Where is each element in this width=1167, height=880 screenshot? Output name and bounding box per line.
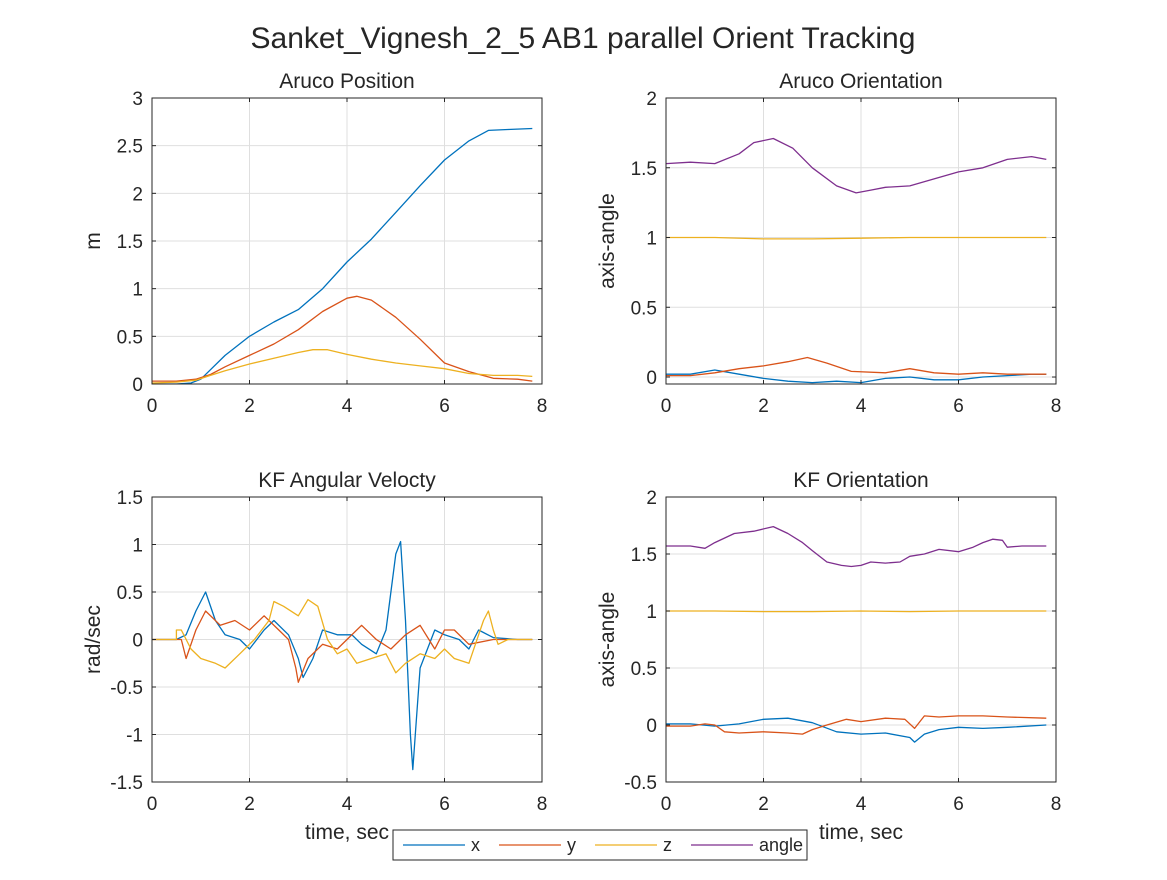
y-axis-label: axis-angle: [596, 592, 619, 688]
series-line-y: [666, 715, 1047, 735]
y-tick-label: 1: [646, 229, 657, 250]
legend-label: y: [567, 835, 576, 855]
subplot-3: 0 2 4 6 8 -1.5 -1 -0.5 0 0.5 1 1.5 KF Angular Veloct…: [82, 469, 547, 844]
x-tick-label: 2: [758, 396, 769, 417]
y-tick-label: -0.5: [624, 773, 657, 794]
series-group: [152, 540, 533, 771]
legend-entry-y: y: [499, 835, 576, 855]
y-tick-label: 1.5: [631, 159, 657, 180]
y-tick-label: 0: [646, 368, 657, 389]
series-group: [152, 127, 533, 384]
legend-label: angle: [759, 835, 803, 855]
y-tick-label: 1.5: [117, 488, 143, 509]
series-line-y: [152, 610, 533, 683]
y-tick-label: 0: [132, 375, 143, 396]
x-axis-label: time, sec: [305, 821, 389, 844]
y-tick-label: 1.5: [117, 232, 143, 253]
subplot-2: 0 2 4 6 8 0 0.5 1 1.5 2 Aruco Orientation axis-angl…: [596, 70, 1061, 417]
series-line-y: [666, 356, 1047, 377]
y-tick-label: 1: [646, 602, 657, 623]
x-tick-label: 4: [342, 794, 353, 815]
legend-label: z: [663, 835, 672, 855]
series-line-z: [152, 598, 533, 674]
x-tick-label: 4: [856, 794, 867, 815]
y-axis-label: rad/sec: [82, 605, 105, 674]
y-tick-label: -0.5: [110, 678, 143, 699]
y-axis-label: axis-angle: [596, 193, 619, 289]
x-tick-label: 4: [342, 396, 353, 417]
x-tick-label: 2: [244, 396, 255, 417]
legend-label: x: [471, 835, 480, 855]
series-line-angle: [666, 137, 1047, 194]
legend-entry-x: x: [403, 835, 480, 855]
y-tick-label: -1: [126, 726, 143, 747]
x-tick-label: 0: [661, 794, 672, 815]
x-tick-label: 8: [1051, 396, 1062, 417]
x-tick-label: 6: [439, 396, 450, 417]
legend-entry-angle: angle: [691, 835, 803, 855]
series-line-z: [152, 349, 533, 384]
series-line-y: [152, 295, 533, 382]
y-tick-label: -1.5: [110, 773, 143, 794]
y-axis-label: m: [82, 232, 105, 250]
y-tick-label: 2: [646, 89, 657, 110]
y-tick-label: 1.5: [631, 545, 657, 566]
legend: x y z angle: [392, 829, 808, 861]
x-tick-label: 0: [147, 396, 158, 417]
y-tick-label: 0.5: [631, 659, 657, 680]
y-tick-label: 0.5: [117, 583, 143, 604]
subplot-title: KF Angular Velocty: [258, 469, 436, 492]
figure-title: Sanket_Vignesh_2_5 AB1 parallel Orient T…: [251, 22, 916, 55]
subplot-1: 0 2 4 6 8 0 0.5 1 1.5 2 2.5 3 Aruco Position m: [82, 70, 547, 417]
x-tick-label: 8: [1051, 794, 1062, 815]
y-tick-label: 2.5: [117, 137, 143, 158]
x-axis-label: time, sec: [819, 821, 903, 844]
y-tick-label: 0.5: [117, 327, 143, 348]
x-tick-label: 6: [953, 794, 964, 815]
series-line-z: [666, 610, 1047, 613]
subplot-title: Aruco Position: [279, 70, 414, 93]
x-tick-label: 6: [953, 396, 964, 417]
subplot-title: Aruco Orientation: [779, 70, 942, 93]
x-tick-label: 2: [244, 794, 255, 815]
x-tick-label: 0: [147, 794, 158, 815]
y-tick-label: 0: [646, 716, 657, 737]
y-tick-label: 1: [132, 536, 143, 557]
legend-entry-z: z: [595, 835, 672, 855]
series-line-angle: [666, 525, 1047, 568]
series-group: [666, 525, 1047, 743]
y-tick-label: 2: [132, 184, 143, 205]
x-tick-label: 8: [537, 396, 548, 417]
y-tick-label: 0: [132, 631, 143, 652]
series-line-z: [666, 236, 1047, 240]
subplot-title: KF Orientation: [793, 469, 928, 492]
x-tick-label: 0: [661, 396, 672, 417]
x-tick-label: 4: [856, 396, 867, 417]
x-tick-label: 6: [439, 794, 450, 815]
y-tick-label: 3: [132, 89, 143, 110]
series-line-x: [666, 717, 1047, 743]
y-tick-label: 0.5: [631, 298, 657, 319]
y-tick-label: 1: [132, 280, 143, 301]
x-tick-label: 2: [758, 794, 769, 815]
x-tick-label: 8: [537, 794, 548, 815]
series-line-x: [152, 540, 533, 771]
y-tick-label: 2: [646, 488, 657, 509]
